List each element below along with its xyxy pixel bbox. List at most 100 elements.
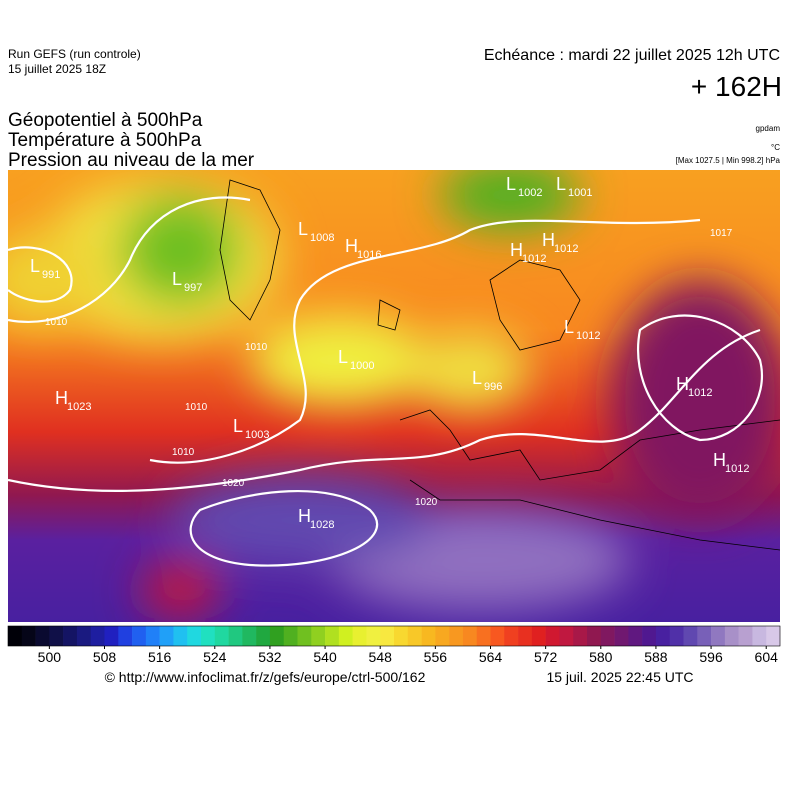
colorbar-tick-label: 596 [699,649,723,665]
colorbar-swatch [366,626,381,646]
center-type: H [713,450,726,470]
colorbar-tick-label: 508 [93,649,117,665]
colorbar-swatch [655,626,671,646]
center-value: 997 [184,282,202,294]
colorbar-swatch [201,626,216,646]
colorbar-swatch [642,626,657,646]
colorbar-tick-label: 540 [313,649,337,665]
center-type: H [298,506,311,526]
colorbar-swatch [104,626,119,646]
colorbar-swatch [407,626,422,646]
colorbar-swatch [766,626,781,646]
center-type: H [345,236,358,256]
colorbar-tick-label: 556 [424,649,448,665]
center-value: 1012 [725,463,749,475]
colorbar-swatch [559,626,574,646]
colorbar-swatch [256,626,271,646]
center-type: L [506,174,516,194]
colorbar-swatch [145,626,160,646]
colorbar-swatch [297,626,312,646]
colorbar-swatch [352,626,367,646]
colorbar-tick-label: 548 [369,649,393,665]
colorbar-frame [7,625,781,647]
run-label: Run GEFS (run controle) [8,47,141,61]
center-type: H [542,230,555,250]
center-type: L [556,174,566,194]
colorbar-swatch [187,626,202,646]
isobar-label: 1020 [415,497,438,508]
colorbar-swatch [531,626,546,646]
generation-time: 15 juil. 2025 22:45 UTC [546,669,693,685]
colorbar-swatch [518,626,533,646]
center-type: L [172,269,182,289]
colorbar-swatch [504,626,519,646]
colorbar-tick-label: 564 [479,649,503,665]
isobars [8,196,763,567]
colorbar-tick-label: 580 [589,649,613,665]
colorbar-swatch [159,626,174,646]
center-type: L [30,256,40,276]
colorbar-swatch [697,626,712,646]
colorbar-swatch [8,626,23,646]
colorbar-tick-label: 524 [203,649,227,665]
colorbar-swatch [711,626,726,646]
unit-pressure: [Max 1027.5 | Min 998.2] hPa [676,156,781,165]
colorbar-swatch [21,626,36,646]
center-type: H [676,374,689,394]
echeance: Echéance : mardi 22 juillet 2025 12h UTC [484,47,780,64]
colorbar-swatch [118,626,133,646]
colorbar-swatch [228,626,243,646]
colorbar-swatch [600,626,615,646]
center-type: H [510,240,523,260]
center-value: 1012 [554,243,578,255]
colorbar-tick-label: 572 [534,649,558,665]
center-type: L [298,219,308,239]
center-value: 1003 [245,429,269,441]
colorbar-swatch [173,626,188,646]
center-value: 991 [42,269,60,281]
colorbar-swatch [214,626,229,646]
title-geopotential: Géopotentiel à 500hPa [8,110,203,131]
center-value: 996 [484,381,502,393]
colorbar-swatch [311,626,326,646]
colorbar-swatch [669,626,684,646]
isobar-label: 1020 [222,478,245,489]
colorbar-swatch [283,626,298,646]
map [8,170,780,622]
center-value: 1012 [688,387,712,399]
center-value: 1012 [576,330,600,342]
unit-celsius: °C [771,143,780,152]
source-url: © http://www.infoclimat.fr/z/gefs/europe… [105,669,426,685]
colorbar-swatch [545,626,560,646]
colorbar-swatch [628,626,643,646]
colorbar-swatch [90,626,105,646]
lead-time: + 162H [691,71,782,102]
colorbar-swatch [587,626,602,646]
colorbar-swatch [614,626,629,646]
colorbar-swatch [724,626,739,646]
colorbar-swatch [35,626,50,646]
colorbar-swatch [476,626,491,646]
isobar-label: 1010 [45,317,68,328]
center-value: 1008 [310,232,334,244]
colorbar-swatch [132,626,147,646]
run-date: 15 juillet 2025 18Z [8,62,106,76]
colorbar-swatch [325,626,340,646]
colorbar-swatch [462,626,478,646]
isobar-label: 1010 [185,402,208,413]
center-value: 1016 [357,249,381,261]
isobar-label: 1010 [172,447,195,458]
colorbar-tick-label: 532 [258,649,282,665]
center-value: 1001 [568,187,592,199]
title-temperature: Température à 500hPa [8,130,202,151]
colorbar-swatch [63,626,78,646]
colorbar-swatch [683,626,698,646]
colorbar-swatch [573,626,588,646]
colorbar-swatch [76,626,92,646]
title-pressure: Pression au niveau de la mer [8,150,255,171]
colorbar-swatch [49,626,64,646]
colorbar-tick-label: 604 [755,649,779,665]
colorbar-swatch [435,626,450,646]
center-value: 1002 [518,187,542,199]
colorbar-tick-label: 588 [644,649,668,665]
